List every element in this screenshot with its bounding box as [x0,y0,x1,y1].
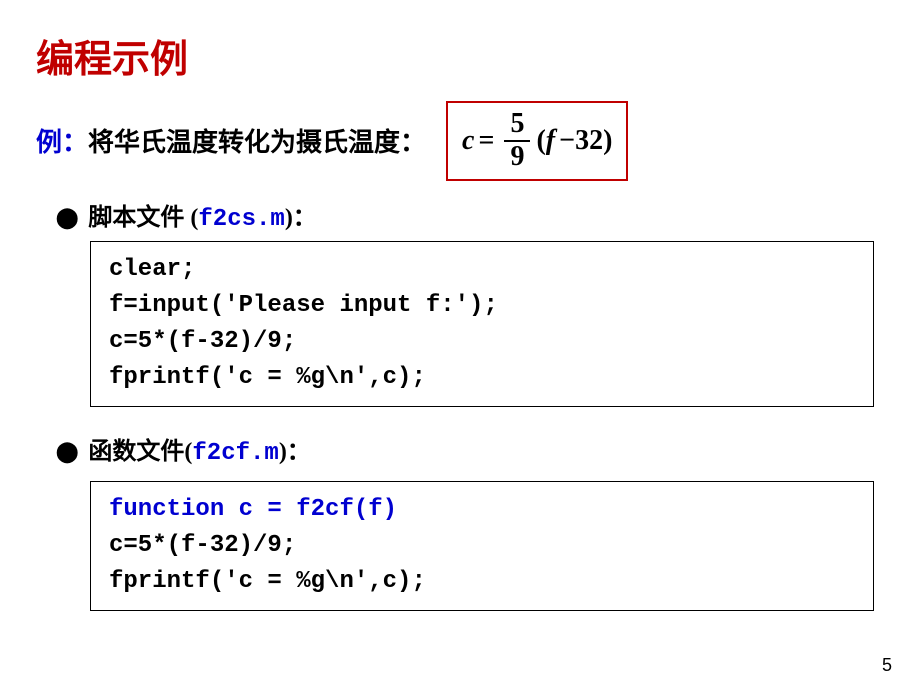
frac-num: 5 [504,109,530,142]
code-line: fprintf('c = %g\n',c); [109,360,855,396]
formula-minus: − [559,125,575,157]
func-file-header: ⬤ 函数文件( f2cf.m )： [56,431,884,467]
formula-close: ) [603,125,612,157]
func-label-post: )： [279,431,311,466]
code-line: c=5*(f-32)/9; [109,528,855,564]
func-filename: f2cf.m [192,440,278,467]
example-row: 例： 将华氏温度转化为摄氏温度： c = 5 9 ( f − 32 ) [36,101,884,181]
script-label-pre: 脚本文件 ( [88,197,198,232]
function-declaration: function c = f2cf(f) [109,492,855,528]
bullet-icon: ⬤ [56,439,78,464]
script-file-header: ⬤ 脚本文件 ( f2cs.m )： [56,197,884,233]
code-line: f=input('Please input f:'); [109,288,855,324]
bullet-icon: ⬤ [56,205,78,230]
page-number: 5 [882,655,892,676]
func-label-pre: 函数文件( [88,431,192,466]
script-label-post: )： [285,197,317,232]
frac-den: 9 [504,142,530,173]
code-line: clear; [109,252,855,288]
formula-open: ( [536,125,545,157]
script-filename: f2cs.m [198,206,284,233]
example-text: 将华氏温度转化为摄氏温度： [88,122,426,159]
code-line: c=5*(f-32)/9; [109,324,855,360]
formula-fraction: 5 9 [504,109,530,173]
formula-const: 32 [575,125,603,157]
slide-title: 编程示例 [36,28,884,83]
script-code-box: clear; f=input('Please input f:'); c=5*(… [90,241,874,407]
code-line: fprintf('c = %g\n',c); [109,564,855,600]
example-label: 例： [36,122,88,159]
formula-box: c = 5 9 ( f − 32 ) [446,101,628,181]
formula-eq: = [478,125,494,157]
func-code-box: function c = f2cf(f) c=5*(f-32)/9; fprin… [90,481,874,611]
formula-lhs: c [462,125,474,157]
formula-rhs-var: f [546,125,555,157]
